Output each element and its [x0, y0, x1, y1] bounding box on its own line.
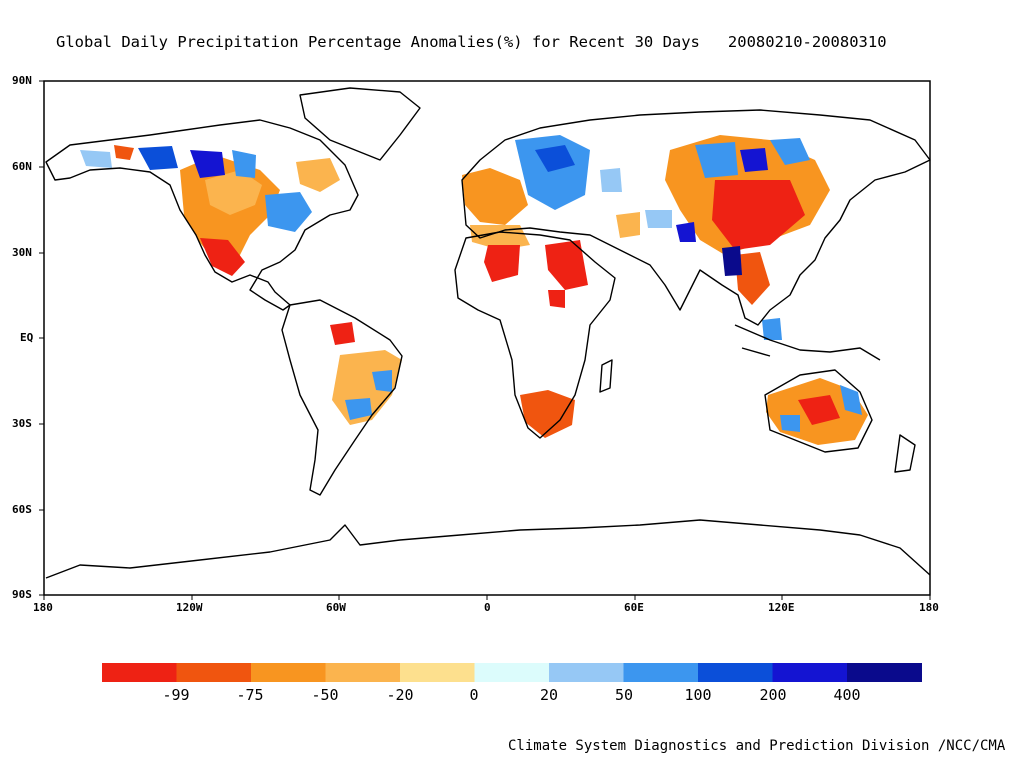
anomaly-patch [735, 252, 770, 305]
anomaly-patch [520, 390, 575, 438]
anomaly-patch [484, 245, 520, 282]
lon-label: 0 [484, 601, 491, 614]
anomaly-patch [200, 238, 245, 276]
anomaly-shading [80, 135, 868, 445]
map-title: Global Daily Precipitation Percentage An… [56, 33, 887, 51]
colorbar-swatch [400, 663, 475, 682]
colorbar-label: 0 [469, 686, 479, 704]
lat-label: 90S [12, 588, 32, 601]
anomaly-patch [780, 415, 800, 432]
anomaly-patch [205, 170, 262, 215]
axis-ticks [39, 80, 931, 600]
coastline-new-zealand [894, 434, 916, 473]
colorbar-swatch [772, 663, 848, 682]
colorbar-swatch [325, 663, 401, 682]
coastlines [45, 87, 931, 579]
anomaly-patch [470, 225, 530, 250]
lat-label: 30N [12, 246, 32, 259]
anomaly-patch [345, 398, 372, 420]
colorbar-label: -75 [236, 686, 264, 704]
anomaly-patch [840, 385, 862, 415]
lat-label: EQ [20, 331, 34, 344]
colorbar-swatch [698, 663, 773, 682]
credit-line: Climate System Diagnostics and Predictio… [508, 738, 1006, 754]
anomaly-patch [265, 192, 312, 232]
coastline-south-america [281, 299, 403, 496]
colorbar-label: 20 [539, 686, 559, 704]
anomaly-patch [114, 145, 134, 160]
anomaly-patch [722, 246, 742, 276]
colorbar-label: 400 [833, 686, 861, 704]
colorbar-label: 50 [614, 686, 634, 704]
anomaly-patch [190, 150, 225, 178]
anomaly-patch [462, 168, 528, 225]
anomaly-patch [548, 290, 565, 308]
colorbar-label: -99 [162, 686, 190, 704]
coastline-madagascar [599, 359, 613, 393]
colorbar-label: -20 [386, 686, 414, 704]
anomaly-patch [762, 318, 782, 340]
lon-label: 120W [176, 601, 203, 614]
lon-label: 60W [326, 601, 346, 614]
coastline-indonesia [734, 324, 881, 361]
colorbar-swatch [251, 663, 326, 682]
coastline-eurasia [461, 109, 931, 326]
colorbar [102, 663, 922, 682]
coastline-antarctica [45, 519, 931, 579]
colorbar-swatch [623, 663, 699, 682]
coastline-australia [764, 369, 873, 453]
anomaly-patch [695, 142, 738, 178]
colorbar-swatch [176, 663, 252, 682]
colorbar-swatch [474, 663, 550, 682]
colorbar-swatch [847, 663, 922, 682]
lat-label: 60S [12, 503, 32, 516]
coastline-greenland [299, 87, 421, 161]
colorbar-swatch [102, 663, 177, 682]
anomaly-patch [80, 150, 112, 168]
anomaly-patch [535, 145, 575, 172]
colorbar-label: 200 [759, 686, 787, 704]
lon-label: 180 [919, 601, 939, 614]
lat-label: 30S [12, 417, 32, 430]
lon-label: 60E [624, 601, 644, 614]
anomaly-patch [600, 168, 622, 192]
lat-label: 90N [12, 74, 32, 87]
anomaly-patch [515, 135, 590, 210]
anomaly-patch [232, 150, 256, 178]
colorbar-label: 100 [684, 686, 712, 704]
anomaly-patch [770, 138, 810, 165]
anomaly-patch [676, 222, 696, 242]
anomaly-patch [138, 146, 178, 170]
anomaly-patch [545, 240, 588, 290]
anomaly-patch [372, 370, 392, 392]
anomaly-patch [330, 322, 355, 345]
anomaly-patch [712, 180, 805, 250]
anomaly-patch [645, 210, 672, 228]
coastline-africa [454, 231, 616, 439]
anomaly-patch [296, 158, 340, 192]
anomaly-patch [740, 148, 768, 172]
anomaly-patch [616, 212, 640, 238]
anomaly-patch [798, 395, 840, 425]
colorbar-swatch [549, 663, 624, 682]
coastline-north-america [45, 119, 359, 311]
colorbar-label: -50 [311, 686, 339, 704]
lon-label: 120E [768, 601, 795, 614]
lon-label: 180 [33, 601, 53, 614]
lat-label: 60N [12, 160, 32, 173]
